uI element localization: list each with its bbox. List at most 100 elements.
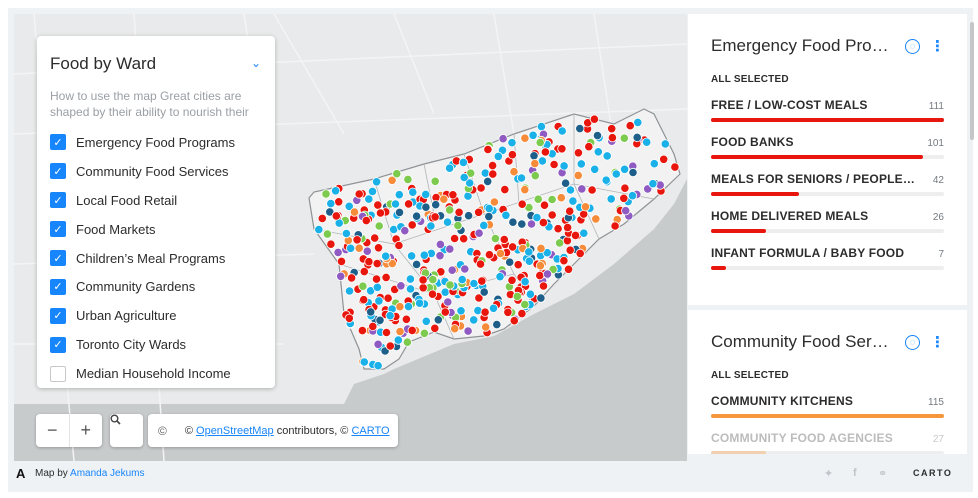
location-point[interactable]: [440, 307, 450, 317]
location-point[interactable]: [334, 197, 344, 207]
location-point[interactable]: [591, 214, 601, 224]
location-point[interactable]: [528, 130, 538, 140]
category-item[interactable]: COMMUNITY KITCHENS 115: [711, 394, 944, 418]
location-point[interactable]: [421, 189, 431, 199]
location-point[interactable]: [507, 242, 518, 252]
location-point[interactable]: [557, 144, 567, 154]
location-point[interactable]: [405, 274, 415, 284]
location-point[interactable]: [495, 248, 506, 259]
location-point[interactable]: [430, 176, 440, 186]
location-point[interactable]: [373, 361, 383, 371]
location-point[interactable]: [469, 278, 479, 289]
location-point[interactable]: [392, 169, 402, 179]
location-point[interactable]: [505, 257, 515, 267]
location-point[interactable]: [442, 217, 453, 227]
location-point[interactable]: [480, 168, 490, 178]
location-point[interactable]: [421, 316, 431, 326]
location-point[interactable]: [439, 194, 449, 204]
layer-item[interactable]: ✓ Children’s Meal Programs: [50, 244, 262, 273]
twitter-icon[interactable]: ✦: [824, 468, 834, 480]
location-point[interactable]: [532, 213, 542, 223]
location-point[interactable]: [576, 159, 586, 169]
location-point[interactable]: [587, 185, 597, 195]
chevron-down-icon[interactable]: ⌄: [250, 56, 261, 70]
location-point[interactable]: [401, 314, 411, 324]
location-point[interactable]: [428, 274, 438, 285]
location-point[interactable]: [520, 277, 530, 287]
location-point[interactable]: [556, 193, 566, 203]
location-point[interactable]: [489, 197, 499, 207]
location-point[interactable]: [443, 297, 453, 307]
layer-item[interactable]: ✓ Emergency Food Programs: [50, 128, 262, 157]
location-point[interactable]: [642, 137, 652, 147]
location-point[interactable]: [344, 313, 354, 323]
checkbox-checked[interactable]: ✓: [50, 307, 66, 324]
location-point[interactable]: [456, 306, 466, 316]
location-point[interactable]: [364, 194, 374, 204]
location-point[interactable]: [484, 250, 494, 260]
location-point[interactable]: [530, 159, 540, 169]
location-point[interactable]: [419, 250, 429, 260]
location-point[interactable]: [427, 289, 438, 299]
location-point[interactable]: [570, 230, 581, 240]
location-point[interactable]: [326, 199, 336, 209]
link-icon[interactable]: ⚭: [878, 468, 888, 480]
search-button[interactable]: [110, 414, 143, 447]
location-point[interactable]: [565, 185, 576, 195]
location-point[interactable]: [607, 133, 618, 143]
layer-item[interactable]: ✓ Toronto City Wards: [50, 330, 262, 359]
location-point[interactable]: [536, 122, 547, 132]
location-point[interactable]: [395, 326, 405, 337]
location-point[interactable]: [648, 179, 658, 189]
location-point[interactable]: [492, 319, 502, 330]
location-point[interactable]: [507, 275, 517, 285]
location-point[interactable]: [435, 239, 445, 249]
location-point[interactable]: [433, 315, 443, 325]
location-point[interactable]: [358, 281, 368, 291]
location-point[interactable]: [633, 117, 643, 128]
location-point[interactable]: [473, 207, 484, 217]
location-point[interactable]: [602, 151, 612, 161]
location-point[interactable]: [458, 157, 468, 167]
location-point[interactable]: [565, 245, 575, 255]
location-point[interactable]: [385, 341, 395, 351]
location-point[interactable]: [345, 243, 356, 253]
location-point[interactable]: [408, 187, 418, 197]
location-point[interactable]: [400, 226, 410, 236]
location-point[interactable]: [611, 169, 621, 179]
location-point[interactable]: [509, 316, 519, 326]
location-point[interactable]: [344, 286, 355, 296]
checkbox-checked[interactable]: ✓: [50, 221, 66, 238]
location-point[interactable]: [547, 210, 557, 220]
location-point[interactable]: [517, 219, 527, 229]
location-point[interactable]: [354, 243, 364, 253]
location-point[interactable]: [524, 256, 534, 266]
color-drop-icon[interactable]: ◌: [905, 38, 920, 54]
location-point[interactable]: [579, 228, 589, 238]
location-point[interactable]: [419, 328, 429, 338]
location-point[interactable]: [370, 233, 380, 243]
location-point[interactable]: [449, 233, 460, 244]
location-point[interactable]: [383, 293, 393, 303]
location-point[interactable]: [457, 274, 467, 285]
zoom-in-button[interactable]: +: [80, 420, 91, 440]
layer-item[interactable]: ✓ Food Markets: [50, 215, 262, 244]
location-point[interactable]: [333, 247, 343, 257]
location-point[interactable]: [520, 185, 530, 195]
location-point[interactable]: [374, 221, 384, 231]
location-point[interactable]: [481, 322, 491, 332]
location-point[interactable]: [499, 234, 509, 245]
location-point[interactable]: [403, 199, 414, 209]
location-point[interactable]: [371, 274, 382, 284]
location-point[interactable]: [444, 163, 455, 173]
location-point[interactable]: [317, 213, 327, 223]
location-point[interactable]: [474, 293, 484, 303]
location-point[interactable]: [549, 159, 559, 170]
layer-item[interactable]: ✓ Community Food Services: [50, 157, 262, 186]
location-point[interactable]: [445, 205, 455, 215]
widgets-scrollbar[interactable]: [970, 22, 974, 140]
more-options-icon[interactable]: ⋮: [930, 334, 945, 351]
location-point[interactable]: [314, 225, 324, 235]
location-point[interactable]: [484, 204, 494, 214]
location-point[interactable]: [632, 132, 642, 143]
